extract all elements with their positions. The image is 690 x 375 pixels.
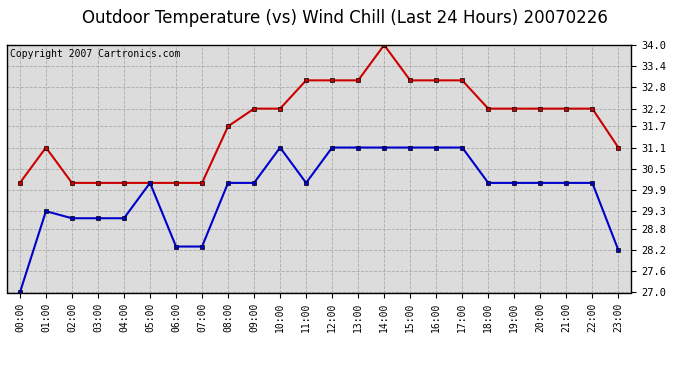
- Text: Outdoor Temperature (vs) Wind Chill (Last 24 Hours) 20070226: Outdoor Temperature (vs) Wind Chill (Las…: [82, 9, 608, 27]
- Text: Copyright 2007 Cartronics.com: Copyright 2007 Cartronics.com: [10, 49, 180, 59]
